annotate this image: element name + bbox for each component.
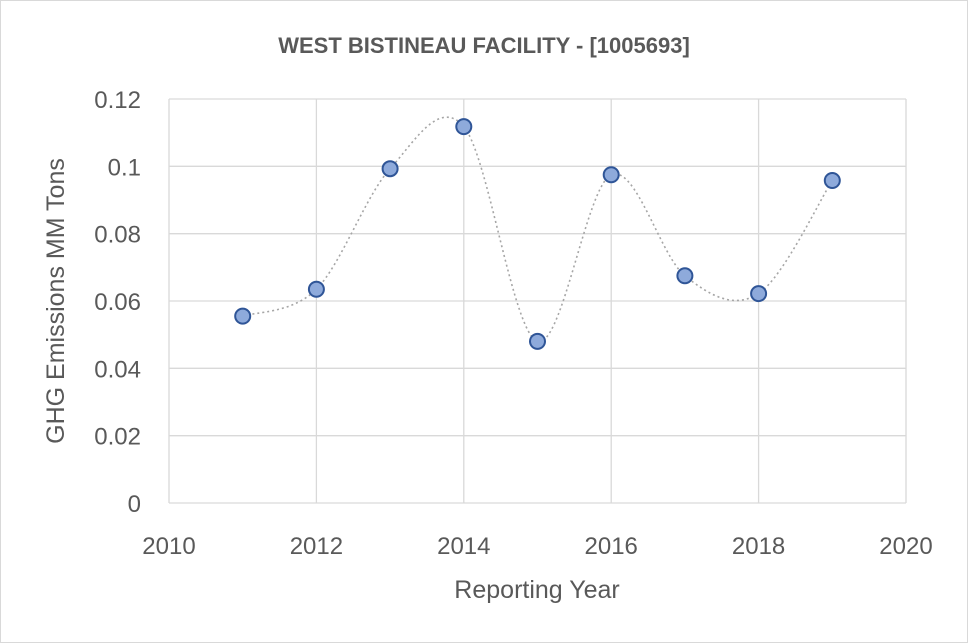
x-tick-label: 2012 [290, 533, 343, 560]
data-point-marker [234, 307, 252, 325]
x-tick-label: 2020 [879, 533, 932, 560]
x-tick-label: 2014 [437, 533, 490, 560]
data-point-marker [602, 166, 620, 184]
data-point-marker [823, 171, 841, 189]
y-tick-label: 0.06 [94, 289, 141, 316]
x-tick-label: 2016 [585, 533, 638, 560]
y-tick-label: 0.08 [94, 222, 141, 249]
gridlines [168, 98, 907, 504]
chart-title: WEST BISTINEAU FACILITY - [1005693] [278, 33, 690, 58]
x-tick-label: 2018 [732, 533, 785, 560]
data-point-marker [455, 118, 473, 136]
data-point-marker [676, 267, 694, 285]
data-point-marker [750, 285, 768, 303]
tick-labels: 0 0.02 0.04 0.06 0.08 0.1 0.12 2010 2012 2014 2016… [94, 87, 932, 560]
data-point-marker [307, 280, 325, 298]
smoothed-trend-line [242, 116, 833, 343]
y-tick-label: 0.02 [94, 424, 141, 451]
y-tick-label: 0 [128, 491, 141, 518]
data-point-marker [529, 332, 546, 350]
x-tick-label: 2010 [142, 533, 195, 560]
data-points [234, 118, 841, 350]
y-tick-label: 0.12 [94, 87, 141, 114]
y-axis-label: GHG Emissions MM Tons [42, 158, 70, 444]
data-point-marker [381, 160, 399, 178]
y-tick-label: 0.04 [94, 356, 141, 383]
y-tick-label: 0.1 [108, 154, 141, 181]
x-axis-label: Reporting Year [454, 576, 619, 604]
